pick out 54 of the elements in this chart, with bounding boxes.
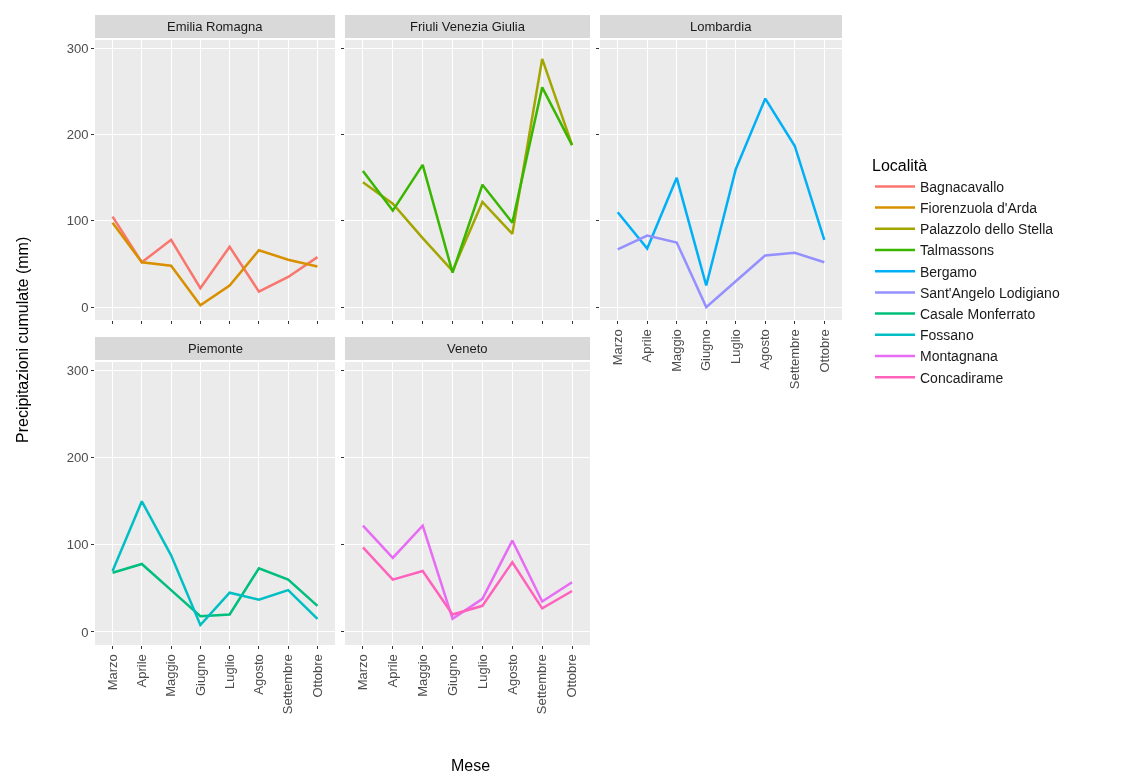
x-tick-label: Settembre [534, 654, 550, 715]
legend-label: Casale Monferrato [920, 306, 1036, 323]
line-series [111, 562, 319, 618]
legend-label: Fiorenzuola d'Arda [920, 200, 1038, 217]
x-tick-label: Agosto [504, 654, 520, 695]
line-series [111, 221, 319, 307]
x-tick-label: Maggio [668, 329, 684, 372]
x-tick-label: Maggio [414, 654, 430, 697]
x-tick-label: Agosto [251, 654, 267, 695]
legend-label: Fossano [920, 327, 974, 344]
x-tick-label: Maggio [163, 654, 179, 697]
chart-title: Veneto [447, 341, 488, 356]
x-tick-label: Giugno [192, 654, 208, 697]
x-tick-label: Settembre [280, 654, 296, 715]
y-axis-title: Precipitazioni cumulate (mm) [14, 236, 31, 443]
line-series [111, 500, 319, 627]
legend-label: Bergamo [920, 263, 978, 280]
chart-title: Lombardia [690, 19, 753, 34]
x-tick-label: Giugno [444, 654, 460, 697]
legend-title: Località [872, 156, 928, 174]
y-tick-label: 100 [66, 537, 89, 553]
x-tick-label: Aprile [385, 654, 401, 688]
x-tick-label: Marzo [609, 329, 625, 366]
chart-title: Piemonte [188, 341, 243, 356]
x-tick-label: Giugno [698, 329, 714, 372]
chart-title: Emilia Romagna [167, 19, 264, 34]
x-tick-label: Ottobre [816, 329, 832, 373]
x-tick-label: Settembre [787, 329, 803, 390]
legend-label: Concadirame [920, 369, 1004, 386]
x-tick-label: Agosto [757, 329, 773, 370]
legend-label: Bagnacavallo [920, 178, 1005, 195]
x-tick-label: Aprile [134, 654, 150, 688]
x-tick-label: Aprile [639, 329, 655, 363]
legend-label: Talmassons [920, 242, 994, 259]
y-tick-label: 200 [66, 127, 89, 143]
x-tick-label: Marzo [355, 654, 371, 691]
x-tick-label: Marzo [104, 654, 120, 691]
x-tick-label: Luglio [221, 654, 237, 689]
x-tick-label: Luglio [727, 329, 743, 364]
y-tick-label: 200 [66, 450, 89, 466]
x-tick-label: Luglio [474, 654, 490, 689]
x-axis-title: Mese [451, 757, 491, 774]
line-series [111, 215, 319, 293]
legend-label: Montagnana [920, 348, 999, 365]
y-tick-label: 0 [81, 624, 89, 640]
y-tick-label: 100 [66, 213, 89, 229]
legend-label: Palazzolo dello Stella [920, 221, 1054, 238]
legend-label: Sant'Angelo Lodigiano [920, 284, 1060, 301]
y-tick-label: 300 [66, 41, 89, 57]
x-tick-label: Ottobre [564, 654, 580, 698]
y-tick-label: 300 [66, 363, 89, 379]
x-tick-label: Ottobre [309, 654, 325, 698]
y-tick-label: 0 [81, 299, 89, 315]
chart-title: Friuli Venezia Giulia [410, 19, 526, 34]
